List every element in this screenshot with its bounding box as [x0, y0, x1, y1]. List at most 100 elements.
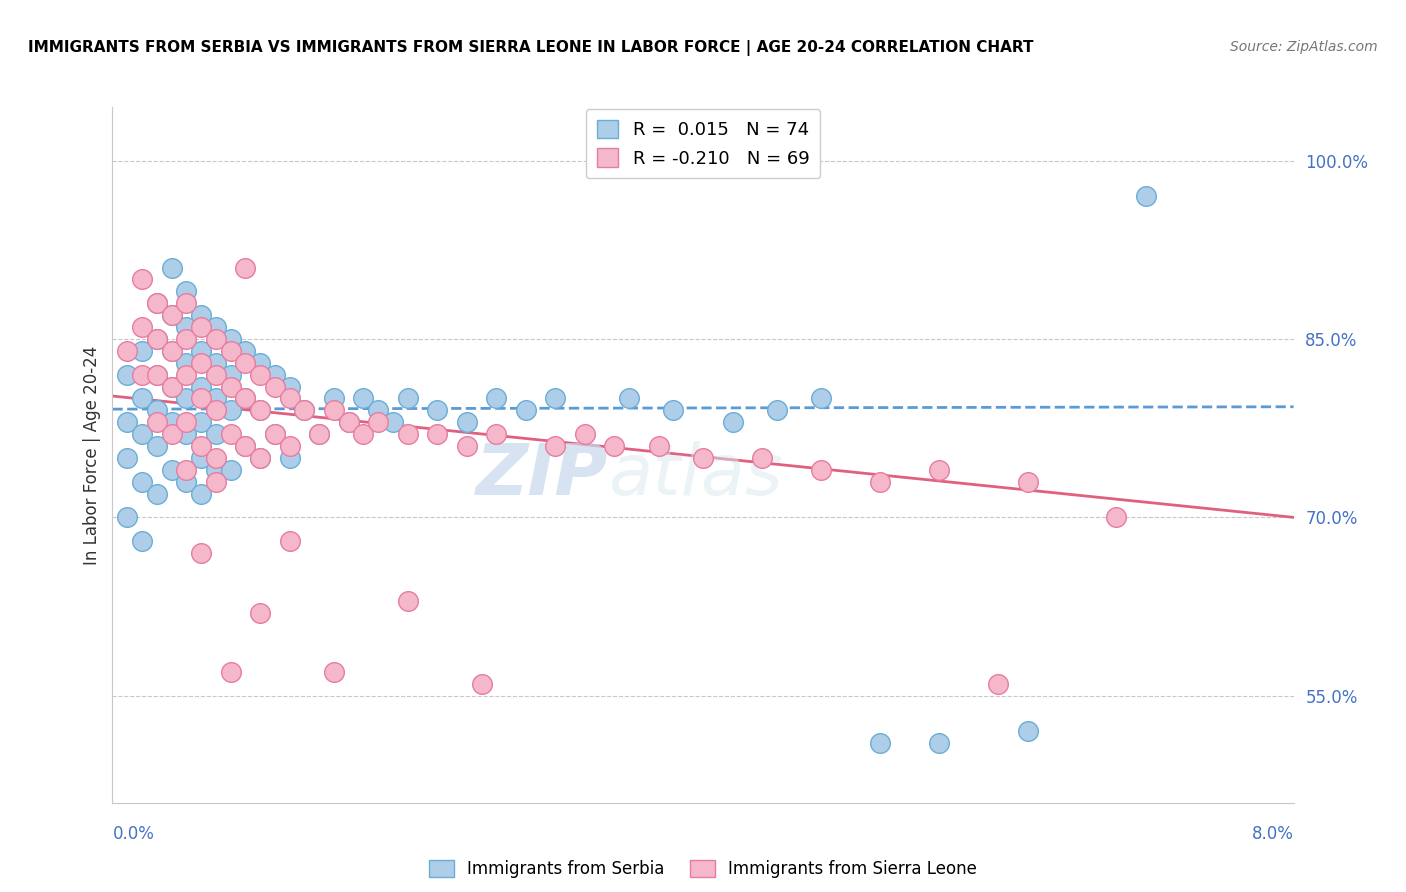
- Point: [117, 450, 138, 465]
- Point: [146, 332, 169, 346]
- Point: [574, 427, 596, 442]
- Point: [160, 463, 183, 477]
- Point: [869, 475, 891, 489]
- Point: [233, 392, 256, 406]
- Point: [190, 546, 212, 560]
- Point: [278, 379, 301, 393]
- Point: [352, 427, 374, 442]
- Point: [146, 332, 169, 346]
- Point: [249, 450, 271, 465]
- Point: [292, 403, 315, 417]
- Point: [337, 415, 360, 429]
- Point: [233, 392, 256, 406]
- Point: [160, 260, 183, 275]
- Point: [323, 665, 346, 679]
- Point: [131, 272, 153, 286]
- Point: [205, 368, 228, 382]
- Point: [174, 332, 197, 346]
- Point: [662, 403, 685, 417]
- Point: [765, 403, 787, 417]
- Point: [278, 450, 301, 465]
- Point: [174, 296, 197, 310]
- Point: [396, 392, 419, 406]
- Point: [810, 392, 832, 406]
- Point: [160, 415, 183, 429]
- Point: [1017, 475, 1039, 489]
- Point: [323, 403, 346, 417]
- Text: 8.0%: 8.0%: [1251, 825, 1294, 843]
- Point: [205, 332, 228, 346]
- Text: atlas: atlas: [609, 442, 783, 510]
- Point: [146, 296, 169, 310]
- Point: [160, 343, 183, 358]
- Point: [190, 392, 212, 406]
- Point: [396, 427, 419, 442]
- Point: [190, 486, 212, 500]
- Point: [131, 534, 153, 549]
- Point: [146, 403, 169, 417]
- Point: [190, 379, 212, 393]
- Point: [146, 296, 169, 310]
- Point: [205, 392, 228, 406]
- Point: [233, 343, 256, 358]
- Point: [174, 392, 197, 406]
- Point: [190, 320, 212, 334]
- Point: [190, 308, 212, 322]
- Point: [219, 427, 242, 442]
- Point: [131, 427, 153, 442]
- Text: IMMIGRANTS FROM SERBIA VS IMMIGRANTS FROM SIERRA LEONE IN LABOR FORCE | AGE 20-2: IMMIGRANTS FROM SERBIA VS IMMIGRANTS FRO…: [28, 40, 1033, 56]
- Point: [233, 356, 256, 370]
- Point: [174, 415, 197, 429]
- Point: [367, 415, 389, 429]
- Point: [190, 343, 212, 358]
- Point: [160, 379, 183, 393]
- Point: [647, 439, 671, 453]
- Point: [117, 415, 138, 429]
- Point: [190, 450, 212, 465]
- Point: [174, 356, 197, 370]
- Point: [131, 392, 153, 406]
- Point: [160, 379, 183, 393]
- Point: [1135, 189, 1157, 203]
- Legend: Immigrants from Serbia, Immigrants from Sierra Leone: Immigrants from Serbia, Immigrants from …: [422, 854, 984, 885]
- Point: [219, 343, 242, 358]
- Point: [146, 368, 169, 382]
- Point: [219, 368, 242, 382]
- Point: [117, 510, 138, 524]
- Point: [278, 392, 301, 406]
- Point: [264, 427, 287, 442]
- Point: [721, 415, 744, 429]
- Point: [219, 379, 242, 393]
- Point: [456, 439, 478, 453]
- Point: [308, 427, 330, 442]
- Point: [219, 403, 242, 417]
- Point: [205, 403, 228, 417]
- Text: Source: ZipAtlas.com: Source: ZipAtlas.com: [1230, 40, 1378, 54]
- Point: [131, 343, 153, 358]
- Point: [337, 415, 360, 429]
- Point: [146, 368, 169, 382]
- Point: [352, 392, 374, 406]
- Point: [264, 379, 287, 393]
- Point: [278, 439, 301, 453]
- Point: [603, 439, 626, 453]
- Point: [131, 475, 153, 489]
- Point: [869, 736, 891, 750]
- Point: [485, 427, 508, 442]
- Point: [1017, 724, 1039, 739]
- Point: [190, 439, 212, 453]
- Point: [426, 403, 449, 417]
- Point: [692, 450, 714, 465]
- Point: [426, 427, 449, 442]
- Point: [544, 392, 567, 406]
- Point: [160, 343, 183, 358]
- Point: [205, 450, 228, 465]
- Point: [160, 308, 183, 322]
- Point: [396, 593, 419, 607]
- Point: [471, 677, 494, 691]
- Point: [174, 320, 197, 334]
- Point: [219, 665, 242, 679]
- Point: [249, 356, 271, 370]
- Point: [233, 439, 256, 453]
- Point: [205, 463, 228, 477]
